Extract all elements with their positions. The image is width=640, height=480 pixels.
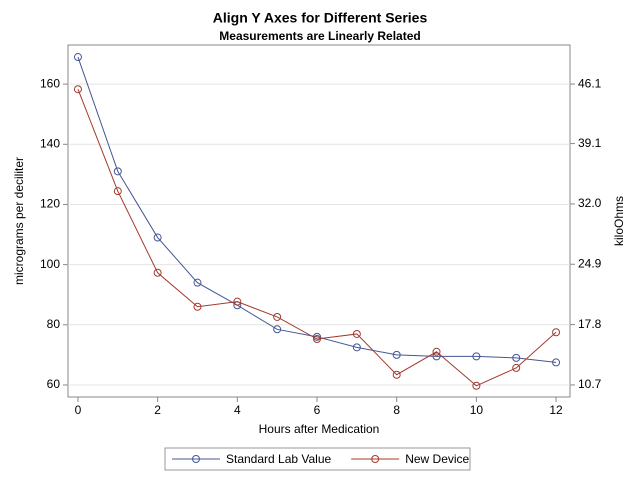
chart-title: Align Y Axes for Different Series <box>213 10 428 26</box>
y-tick-label: 100 <box>40 257 60 271</box>
series-line <box>77 89 557 387</box>
legend-box <box>164 447 471 471</box>
data-point <box>273 325 282 334</box>
data-point <box>73 53 82 62</box>
x-tick-label: 4 <box>234 403 241 417</box>
data-point <box>552 328 561 337</box>
x-tick-label: 12 <box>549 403 563 417</box>
y2-tick-label: 39.1 <box>578 136 602 150</box>
y-tick-label: 140 <box>40 136 60 150</box>
data-point <box>432 352 441 361</box>
data-point <box>273 312 282 321</box>
series-line <box>77 56 557 363</box>
y2-tick-label: 10.7 <box>578 377 602 391</box>
x-axis-label: Hours after Medication <box>259 422 380 436</box>
y-axis-label: micrograms per deciliter <box>12 157 26 285</box>
data-point <box>392 350 401 359</box>
data-point <box>392 370 401 379</box>
data-point <box>193 278 202 287</box>
plot-frame <box>67 44 571 398</box>
data-point <box>352 343 361 352</box>
data-point <box>552 358 561 367</box>
x-tick-label: 2 <box>154 403 161 417</box>
y-tick-label: 60 <box>47 377 61 391</box>
x-tick-label: 8 <box>393 403 400 417</box>
y2-axis-label: kiloOhms <box>612 196 626 246</box>
data-point <box>153 233 162 242</box>
x-tick-label: 6 <box>314 403 321 417</box>
y2-tick-label: 32.0 <box>578 196 602 210</box>
data-point <box>233 297 242 306</box>
data-point <box>113 187 122 196</box>
legend-label: New Device <box>405 452 469 466</box>
data-point <box>73 85 82 94</box>
data-point <box>432 347 441 356</box>
data-point <box>512 353 521 362</box>
chart-subtitle: Measurements are Linearly Related <box>219 29 420 43</box>
data-point <box>193 302 202 311</box>
data-point <box>472 352 481 361</box>
legend-marker <box>371 455 380 463</box>
y-tick-label: 80 <box>47 317 61 331</box>
legend-label: Standard Lab Value <box>226 452 332 466</box>
data-point <box>153 268 162 277</box>
data-point <box>352 329 361 338</box>
data-point <box>512 363 521 372</box>
data-point <box>472 381 481 390</box>
legend-marker <box>192 455 200 463</box>
y-tick-label: 120 <box>40 197 60 211</box>
x-tick-label: 0 <box>75 403 82 417</box>
x-tick-label: 10 <box>470 403 484 417</box>
data-point <box>313 335 322 344</box>
data-point <box>113 167 122 176</box>
y2-tick-label: 46.1 <box>578 76 602 90</box>
y2-tick-label: 24.9 <box>578 256 602 270</box>
y-tick-label: 160 <box>40 76 60 90</box>
y2-tick-label: 17.8 <box>578 317 602 331</box>
